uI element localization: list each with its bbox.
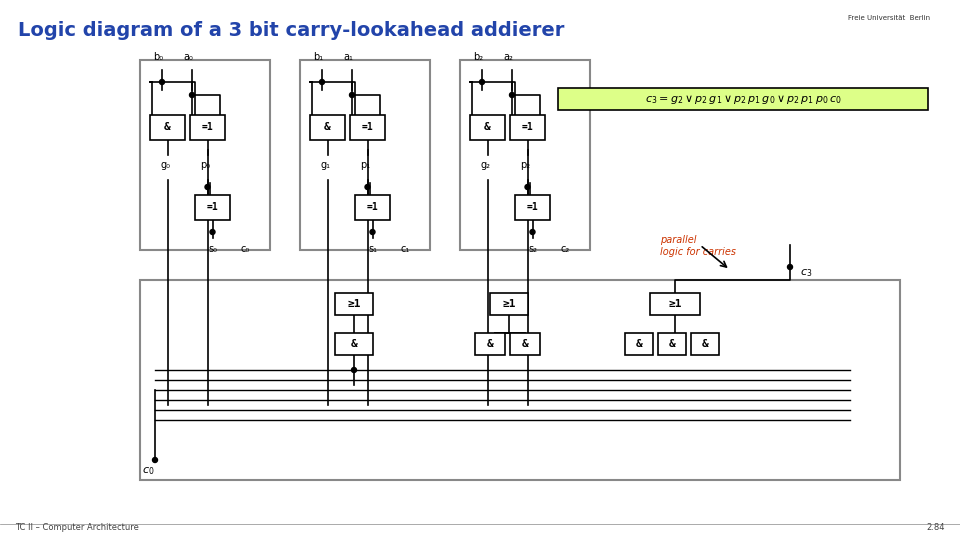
Text: c₁: c₁: [400, 244, 410, 254]
Circle shape: [365, 185, 370, 190]
Text: a₂: a₂: [503, 52, 513, 62]
FancyBboxPatch shape: [510, 333, 540, 355]
Text: =1: =1: [202, 123, 213, 132]
Text: =1: =1: [367, 202, 378, 213]
Text: b₁: b₁: [313, 52, 324, 62]
Circle shape: [787, 265, 793, 269]
Circle shape: [210, 230, 215, 234]
Circle shape: [530, 230, 535, 234]
Text: =1: =1: [527, 202, 539, 213]
Text: Freie Universität  Berlin: Freie Universität Berlin: [848, 15, 930, 21]
Text: ≥1: ≥1: [502, 299, 516, 309]
Text: p₀: p₀: [201, 160, 210, 170]
Text: g₁: g₁: [321, 160, 330, 170]
Text: a₁: a₁: [343, 52, 353, 62]
FancyBboxPatch shape: [475, 333, 505, 355]
FancyBboxPatch shape: [650, 293, 700, 315]
Text: &: &: [636, 339, 642, 349]
FancyBboxPatch shape: [350, 115, 385, 140]
FancyBboxPatch shape: [691, 333, 719, 355]
FancyBboxPatch shape: [470, 115, 505, 140]
FancyBboxPatch shape: [658, 333, 686, 355]
FancyBboxPatch shape: [355, 195, 390, 220]
FancyBboxPatch shape: [490, 293, 528, 315]
Text: s₁: s₁: [368, 244, 377, 254]
Text: s₂: s₂: [528, 244, 537, 254]
Bar: [460, 60, 590, 250]
Text: =1: =1: [521, 123, 534, 132]
Text: &: &: [324, 123, 331, 132]
Text: =1: =1: [362, 123, 373, 132]
Text: Logic diagram of a 3 bit carry-lookahead addierer: Logic diagram of a 3 bit carry-lookahead…: [18, 21, 564, 39]
Text: ≥1: ≥1: [668, 299, 682, 309]
Circle shape: [370, 230, 375, 234]
Text: a₀: a₀: [183, 52, 193, 62]
Text: $c_0$: $c_0$: [142, 465, 155, 477]
FancyBboxPatch shape: [335, 293, 373, 315]
FancyBboxPatch shape: [190, 115, 225, 140]
Text: &: &: [521, 339, 528, 349]
Text: $c_3 = g_2 \vee p_2\,g_1 \vee p_2\,p_1\,g_0 \vee p_2\,p_1\,p_0\,c_0$: $c_3 = g_2 \vee p_2\,g_1 \vee p_2\,p_1\,…: [645, 92, 841, 105]
Text: parallel
logic for carries: parallel logic for carries: [660, 235, 736, 256]
Text: g₀: g₀: [160, 160, 171, 170]
Bar: [140, 60, 270, 250]
Text: &: &: [484, 123, 491, 132]
Text: &: &: [702, 339, 708, 349]
FancyBboxPatch shape: [195, 195, 230, 220]
Text: g₂: g₂: [481, 160, 491, 170]
Circle shape: [320, 79, 324, 84]
Bar: [300, 60, 430, 250]
Text: &: &: [668, 339, 676, 349]
FancyBboxPatch shape: [310, 115, 345, 140]
Text: &: &: [487, 339, 493, 349]
Bar: [140, 280, 900, 480]
Text: p₁: p₁: [360, 160, 371, 170]
Text: b₂: b₂: [473, 52, 483, 62]
FancyBboxPatch shape: [150, 115, 185, 140]
FancyBboxPatch shape: [558, 88, 928, 110]
Circle shape: [349, 92, 354, 98]
Circle shape: [510, 92, 515, 98]
Text: &: &: [164, 123, 171, 132]
Text: ≥1: ≥1: [348, 299, 361, 309]
Text: b₀: b₀: [153, 52, 163, 62]
Circle shape: [189, 92, 195, 98]
Text: $c_3$: $c_3$: [800, 267, 812, 279]
Circle shape: [351, 368, 356, 373]
Text: &: &: [350, 339, 357, 349]
Text: p₂: p₂: [520, 160, 531, 170]
FancyBboxPatch shape: [515, 195, 550, 220]
Circle shape: [525, 185, 530, 190]
Circle shape: [159, 79, 164, 84]
Text: s₀: s₀: [208, 244, 217, 254]
Circle shape: [479, 79, 485, 84]
Circle shape: [153, 457, 157, 462]
Text: c₂: c₂: [561, 244, 569, 254]
Text: 2.84: 2.84: [926, 523, 945, 532]
FancyBboxPatch shape: [625, 333, 653, 355]
Text: c₀: c₀: [240, 244, 250, 254]
FancyBboxPatch shape: [335, 333, 373, 355]
Circle shape: [205, 185, 210, 190]
FancyBboxPatch shape: [510, 115, 545, 140]
Text: =1: =1: [206, 202, 218, 213]
Text: TC II – Computer Architecture: TC II – Computer Architecture: [15, 523, 139, 532]
